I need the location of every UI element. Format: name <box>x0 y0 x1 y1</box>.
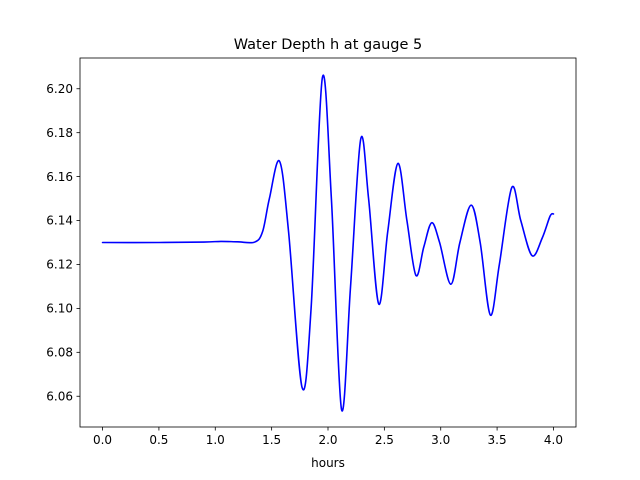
y-tick-label: 6.20 <box>46 82 73 96</box>
x-tick-label: 1.5 <box>262 433 281 447</box>
y-tick-label: 6.10 <box>46 302 73 316</box>
x-tick-label: 2.5 <box>375 433 394 447</box>
y-tick-label: 6.14 <box>46 214 73 228</box>
y-tick-label: 6.08 <box>46 346 73 360</box>
y-tick-label: 6.18 <box>46 126 73 140</box>
water-depth-series-line <box>101 74 555 412</box>
x-tick-label: 1.0 <box>206 433 225 447</box>
x-tick-label: 4.0 <box>544 433 563 447</box>
chart-title: Water Depth h at gauge 5 <box>234 37 422 53</box>
x-tick-label: 0.5 <box>149 433 168 447</box>
x-axis: 0.0 0.5 1.0 1.5 2.0 2.5 3.0 3.5 4.0 <box>93 427 563 447</box>
x-tick-label: 2.0 <box>318 433 337 447</box>
x-axis-label: hours <box>311 456 345 470</box>
plot-area-frame <box>79 57 577 428</box>
y-tick-label: 6.06 <box>46 389 73 403</box>
y-tick-label: 6.12 <box>46 258 73 272</box>
y-axis: 6.06 6.08 6.10 6.12 6.14 6.16 6.18 6.20 <box>46 82 80 403</box>
y-tick-label: 6.16 <box>46 170 73 184</box>
x-tick-label: 3.0 <box>431 433 450 447</box>
x-tick-label: 3.5 <box>488 433 507 447</box>
x-tick-label: 0.0 <box>93 433 112 447</box>
